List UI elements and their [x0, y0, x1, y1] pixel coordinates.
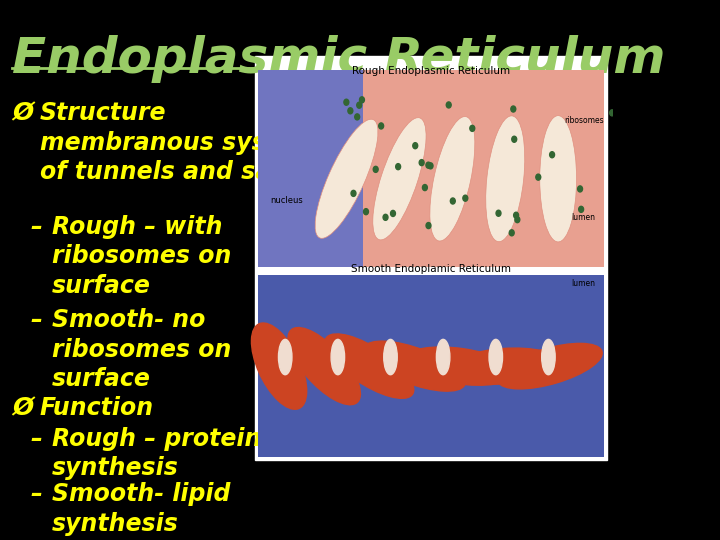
Ellipse shape — [373, 166, 378, 172]
FancyBboxPatch shape — [258, 70, 604, 267]
Text: Smooth- lipid
synthesis: Smooth- lipid synthesis — [52, 482, 230, 536]
Ellipse shape — [348, 108, 353, 114]
Ellipse shape — [279, 339, 292, 375]
Ellipse shape — [498, 343, 602, 389]
Ellipse shape — [536, 174, 541, 180]
Ellipse shape — [355, 114, 360, 120]
Ellipse shape — [463, 195, 468, 201]
Text: Smooth Endoplamic Reticulum: Smooth Endoplamic Reticulum — [351, 264, 511, 274]
FancyBboxPatch shape — [258, 70, 364, 267]
Text: –: – — [31, 427, 42, 451]
Ellipse shape — [450, 348, 559, 384]
Ellipse shape — [364, 208, 369, 215]
Ellipse shape — [512, 136, 517, 142]
Ellipse shape — [359, 97, 364, 103]
Text: lumen: lumen — [571, 213, 595, 221]
Ellipse shape — [396, 164, 400, 170]
Text: ribosomes: ribosomes — [564, 116, 604, 125]
Ellipse shape — [384, 339, 397, 375]
Ellipse shape — [496, 210, 501, 216]
Ellipse shape — [515, 217, 520, 222]
Ellipse shape — [436, 339, 450, 375]
Ellipse shape — [373, 118, 426, 240]
Text: –: – — [31, 308, 42, 332]
Ellipse shape — [541, 339, 555, 375]
Ellipse shape — [419, 160, 424, 166]
Text: lumen: lumen — [571, 279, 595, 288]
Ellipse shape — [450, 198, 455, 204]
Ellipse shape — [288, 328, 361, 404]
Ellipse shape — [251, 323, 307, 409]
Ellipse shape — [470, 125, 474, 131]
Text: –: – — [31, 482, 42, 507]
FancyBboxPatch shape — [255, 56, 607, 460]
Ellipse shape — [423, 185, 428, 191]
Ellipse shape — [383, 214, 388, 220]
Ellipse shape — [364, 341, 465, 391]
Ellipse shape — [390, 211, 395, 217]
FancyBboxPatch shape — [258, 275, 604, 457]
Ellipse shape — [617, 122, 622, 128]
Ellipse shape — [511, 106, 516, 112]
Text: Endoplasmic Reticulum: Endoplasmic Reticulum — [12, 35, 666, 83]
Ellipse shape — [540, 116, 577, 242]
Ellipse shape — [426, 162, 431, 168]
Ellipse shape — [379, 123, 384, 129]
Ellipse shape — [428, 163, 433, 169]
Ellipse shape — [610, 110, 615, 116]
Ellipse shape — [446, 102, 451, 108]
Ellipse shape — [486, 116, 525, 242]
Text: Rough – with
ribosomes on
surface: Rough – with ribosomes on surface — [52, 214, 232, 298]
Text: Rough – protein
synthesis: Rough – protein synthesis — [52, 427, 261, 481]
Ellipse shape — [325, 334, 414, 399]
Ellipse shape — [430, 117, 474, 241]
Ellipse shape — [509, 230, 514, 236]
Text: Smooth- no
ribosomes on
surface: Smooth- no ribosomes on surface — [52, 308, 232, 392]
Ellipse shape — [315, 119, 378, 238]
Text: Function: Function — [40, 396, 154, 421]
Ellipse shape — [351, 190, 356, 197]
Ellipse shape — [579, 206, 584, 212]
Text: Ø: Ø — [12, 396, 34, 421]
Ellipse shape — [577, 186, 582, 192]
Ellipse shape — [344, 99, 348, 105]
Text: Rough Endoplasmic Reticulum: Rough Endoplasmic Reticulum — [352, 66, 510, 76]
Ellipse shape — [331, 339, 345, 375]
Ellipse shape — [513, 212, 518, 218]
Ellipse shape — [405, 347, 514, 385]
Ellipse shape — [618, 127, 624, 133]
Text: nucleus: nucleus — [270, 197, 302, 206]
Ellipse shape — [357, 102, 361, 108]
Text: –: – — [31, 214, 42, 239]
Ellipse shape — [426, 222, 431, 228]
Text: Ø: Ø — [12, 101, 34, 125]
Text: Structure
membranous system
of tunnels and sacs: Structure membranous system of tunnels a… — [40, 101, 318, 184]
Ellipse shape — [489, 339, 503, 375]
Ellipse shape — [549, 152, 554, 158]
Ellipse shape — [413, 143, 418, 148]
